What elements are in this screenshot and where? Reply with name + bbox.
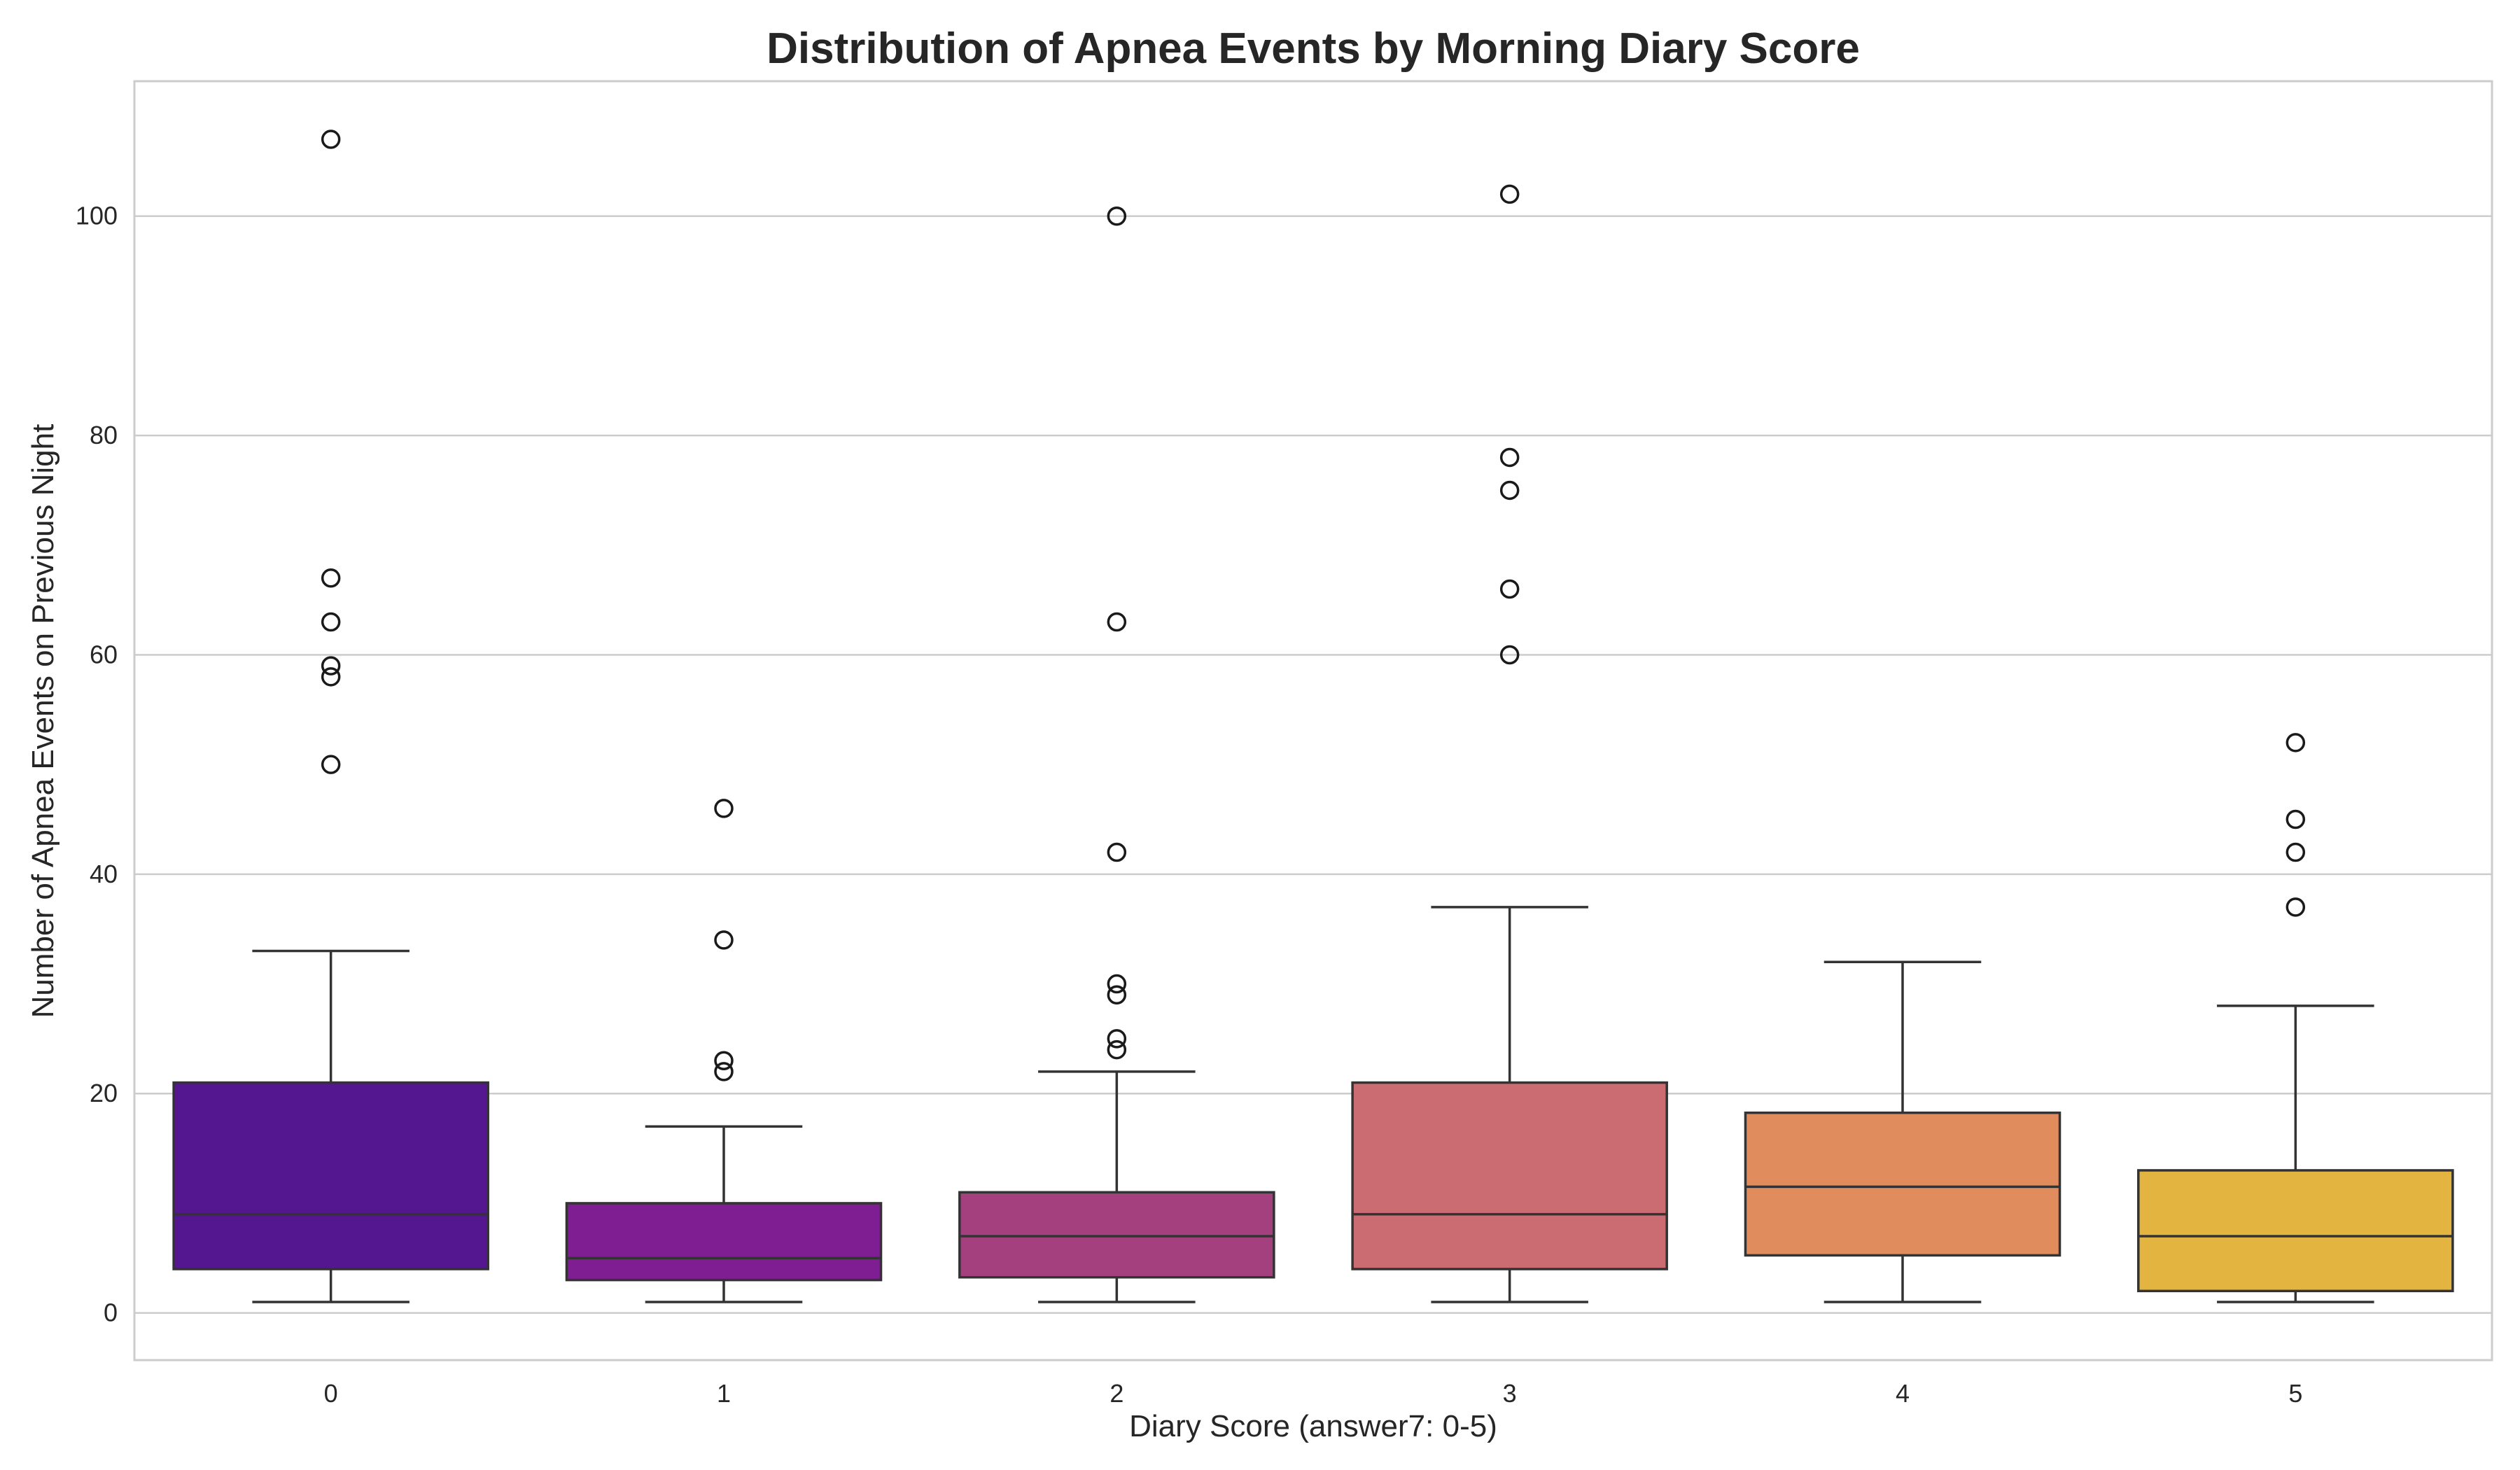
x-tick-label: 4 [1896,1379,1910,1408]
iqr-box [1744,1111,2062,1257]
iqr-box [958,1191,1275,1279]
outlier-point [2286,842,2306,862]
outlier-point [321,667,341,687]
outlier-point [1499,645,1520,665]
iqr-box [565,1202,883,1282]
box-4 [1744,960,2062,1303]
iqr-box [2137,1169,2454,1293]
box-5 [2137,733,2454,1303]
y-tick-label: 60 [90,640,118,668]
x-axis-label: Diary Score (answer7: 0-5) [1129,1409,1497,1443]
plot-frame [133,80,2493,1362]
outlier-point [321,568,341,588]
box-1 [565,799,883,1303]
y-tick-label: 80 [90,421,118,449]
outlier-point [321,130,341,149]
box-3 [1351,184,1668,1303]
x-tick-label: 3 [1503,1379,1517,1408]
x-tick-label: 5 [2288,1379,2302,1408]
outlier-point [1107,842,1127,862]
x-tick-label: 2 [1110,1379,1124,1408]
outlier-point [1107,974,1127,994]
x-tick-label: 0 [324,1379,338,1408]
outlier-point [1107,612,1127,632]
box-2 [958,206,1275,1303]
outlier-point [1107,206,1127,226]
gridlines [134,215,2492,1314]
y-axis-label: Number of Apnea Events on Previous Night [26,424,60,1018]
outlier-point [1499,184,1520,204]
outlier-point [714,930,734,950]
box-0 [172,130,489,1303]
outlier-point [1107,1029,1127,1049]
outlier-point [2286,897,2306,917]
outlier-point [1499,447,1520,468]
outlier-point [321,755,341,774]
outlier-point [321,612,341,632]
outlier-point [1107,1040,1127,1060]
iqr-box [1351,1081,1668,1270]
outlier-point [714,1062,734,1082]
outlier-point [2286,733,2306,752]
outlier-point [1499,579,1520,599]
iqr-box [172,1081,489,1270]
boxes [172,130,2454,1303]
y-tick-label: 20 [90,1079,118,1107]
tick-labels: 0 20 40 60 80 100 0 1 2 3 4 5 [76,202,2302,1408]
outlier-point [714,799,734,818]
x-tick-label: 1 [717,1379,731,1408]
y-tick-label: 100 [76,202,118,230]
outlier-point [1107,985,1127,1004]
outlier-point [321,656,341,676]
chart-title: Distribution of Apnea Events by Morning … [766,24,1860,73]
outlier-point [714,1051,734,1070]
y-tick-label: 0 [104,1298,118,1327]
y-tick-label: 40 [90,860,118,888]
outlier-point [2286,809,2306,830]
outlier-point [1499,480,1520,500]
